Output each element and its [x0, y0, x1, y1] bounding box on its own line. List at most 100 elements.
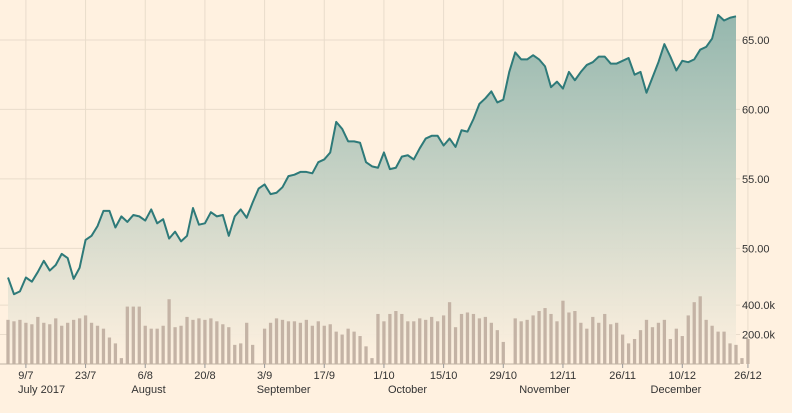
volume-bar	[215, 321, 219, 364]
volume-bar	[722, 331, 726, 364]
volume-bar	[113, 343, 118, 364]
volume-bar	[137, 306, 141, 364]
volume-bar	[632, 338, 637, 364]
volume-bar	[12, 321, 16, 364]
volume-bar	[465, 312, 470, 364]
volume-bar	[48, 324, 52, 364]
volume-bar	[549, 313, 553, 364]
month-label: August	[131, 384, 165, 396]
volume-bar	[501, 341, 505, 364]
month-label: December	[651, 384, 702, 396]
volume-bar	[161, 325, 165, 364]
x-tick-label: 12/11	[550, 370, 577, 382]
volume-bar	[650, 327, 655, 364]
volume-bar	[280, 319, 285, 364]
volume-bar	[728, 343, 732, 364]
volume-bar	[155, 328, 159, 364]
volume-bar	[441, 315, 446, 364]
volume-bar	[262, 328, 267, 364]
volume-bar	[179, 325, 183, 364]
volume-bar	[334, 331, 338, 364]
volume-bar	[358, 336, 362, 364]
volume-bar	[18, 319, 22, 364]
volume-bar	[191, 319, 195, 364]
volume-bar	[167, 299, 171, 364]
area-layer	[8, 14, 736, 364]
volume-bar	[686, 315, 690, 364]
volume-bar	[131, 306, 135, 364]
volume-bar	[274, 318, 279, 364]
volume-tick-label: 400.0k	[742, 300, 776, 312]
x-tick-label: 17/9	[314, 370, 335, 382]
price-area	[8, 14, 736, 364]
volume-bar	[662, 319, 667, 364]
x-tick-label: 15/10	[430, 370, 458, 382]
volume-bar	[406, 321, 410, 364]
volume-bar	[173, 327, 177, 364]
volume-bar	[298, 322, 303, 364]
volume-bar	[734, 344, 738, 364]
volume-bar	[72, 319, 76, 364]
volume-bar	[286, 321, 291, 364]
volume-bar	[107, 337, 112, 364]
volume-bar	[638, 330, 643, 364]
volume-bar	[221, 324, 225, 364]
volume-bar	[513, 318, 517, 364]
x-tick-label: 29/10	[490, 370, 518, 382]
volume-bar	[603, 313, 607, 364]
volume-bar	[400, 313, 404, 364]
volume-bar	[692, 302, 696, 364]
volume-bar	[60, 325, 64, 364]
volume-bar	[668, 338, 672, 364]
volume-bar	[24, 322, 28, 364]
price-tick-label: 65.00	[742, 35, 770, 47]
volume-bar	[89, 322, 94, 364]
volume-bar	[77, 318, 82, 364]
price-tick-label: 60.00	[742, 104, 770, 116]
volume-bar	[304, 319, 308, 364]
volume-bar	[42, 322, 46, 364]
volume-bar	[561, 300, 565, 364]
volume-bar	[30, 324, 34, 364]
volume-bar	[674, 328, 678, 364]
volume-bar	[591, 316, 595, 364]
volume-bar	[453, 327, 458, 364]
volume-bar	[149, 328, 153, 364]
volume-bar	[251, 344, 255, 364]
volume-bar	[66, 322, 70, 364]
volume-bar	[376, 313, 380, 364]
x-tick-label: 10/12	[669, 370, 697, 382]
volume-bar	[310, 325, 314, 364]
volume-bar	[597, 322, 601, 364]
volume-bar	[412, 321, 416, 364]
volume-bar	[573, 311, 577, 364]
x-tick-label: 9/7	[18, 370, 33, 382]
volume-bar	[430, 316, 434, 364]
volume-bar	[185, 316, 189, 364]
volume-bar	[83, 315, 88, 364]
x-tick-label: 26/11	[609, 370, 636, 382]
volume-bar	[209, 318, 213, 364]
volume-bar	[585, 328, 589, 364]
volume-bar	[227, 327, 231, 364]
volume-bar	[555, 321, 559, 364]
volume-bar	[459, 313, 464, 364]
volume-bar	[328, 324, 332, 364]
volume-bar	[322, 325, 326, 364]
volume-bar	[525, 319, 529, 364]
volume-bar	[710, 325, 714, 364]
volume-bar	[125, 306, 129, 364]
volume-bar	[245, 322, 249, 364]
x-tick-label: 1/10	[373, 370, 394, 382]
volume-bar	[340, 334, 344, 364]
volume-bar	[418, 318, 422, 364]
volume-bar	[54, 318, 58, 364]
volume-bar	[626, 343, 631, 364]
volume-bar	[143, 325, 147, 364]
volume-bars	[6, 296, 750, 364]
volume-bar	[197, 318, 201, 364]
volume-bar	[436, 321, 440, 364]
volume-bar	[615, 322, 619, 364]
volume-bar	[537, 311, 541, 364]
